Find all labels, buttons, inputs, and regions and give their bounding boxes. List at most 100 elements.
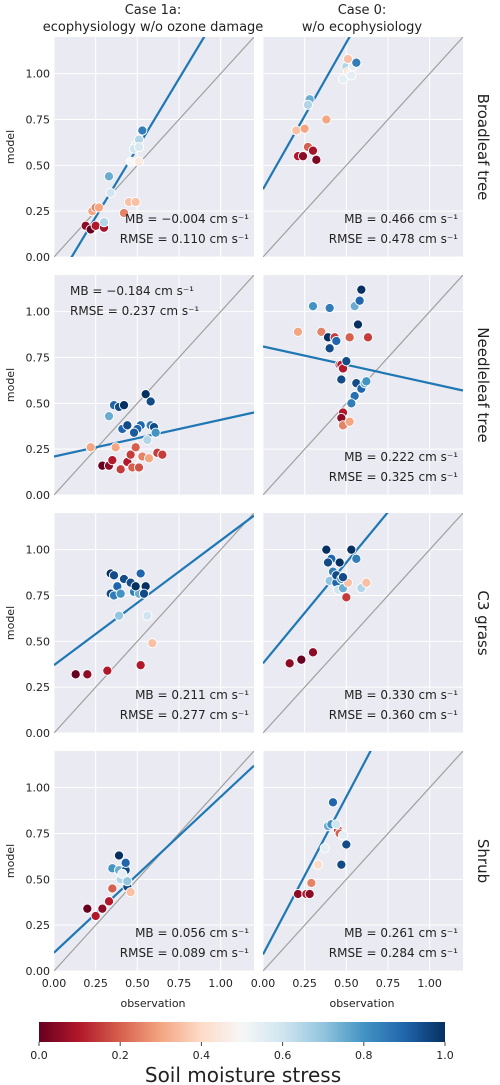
plot-area (54, 37, 254, 257)
y-tick-label: 0.25 (26, 443, 51, 456)
y-tick-label: 0.25 (26, 205, 51, 218)
data-point (125, 156, 136, 167)
y-tick-label: 0.00 (26, 489, 51, 502)
one-to-one-line (263, 513, 463, 733)
data-point (341, 839, 352, 850)
data-point (336, 859, 347, 870)
plot-area (263, 513, 463, 733)
data-point (342, 53, 354, 65)
data-point (312, 859, 324, 870)
data-point (130, 442, 141, 453)
data-point (142, 434, 153, 446)
data-point (361, 577, 372, 588)
col-title-1-line-2: w/o ecophysiology (302, 20, 423, 35)
stats-annotation: RMSE = 0.284 cm s⁻¹ (329, 946, 458, 960)
x-tick-label: 0.00 (251, 977, 276, 990)
data-point (292, 888, 304, 900)
data-point (292, 326, 304, 337)
data-point (147, 638, 158, 649)
row-label: Broadleaf tree (474, 94, 492, 201)
stats-annotation: MB = 0.466 cm s⁻¹ (344, 212, 458, 226)
data-point (322, 557, 334, 568)
x-tick-label: 1.00 (417, 977, 442, 990)
col-title-1-line-1: Case 0: (338, 3, 387, 18)
plot-area (54, 513, 254, 733)
x-axis-label-left: observation (120, 997, 185, 1010)
data-point (143, 453, 155, 464)
data-point (344, 332, 355, 343)
regression-line (54, 514, 254, 667)
data-point (115, 464, 126, 475)
data-point (336, 374, 347, 385)
y-tick-label: 0.50 (26, 159, 51, 172)
stats-annotation: RMSE = 0.237 cm s⁻¹ (70, 304, 199, 318)
y-tick-label: 0.00 (26, 965, 51, 978)
y-tick-label: 0.00 (26, 727, 51, 740)
one-to-one-line (54, 275, 254, 495)
stats-annotation: MB = 0.330 cm s⁻¹ (344, 688, 458, 702)
regression-line (54, 764, 254, 954)
data-point (354, 295, 365, 306)
data-point (130, 581, 141, 592)
data-point (82, 669, 93, 680)
data-point (133, 141, 145, 153)
row-label: Needleleaf tree (474, 327, 492, 442)
stats-annotation: RMSE = 0.110 cm s⁻¹ (120, 232, 249, 246)
data-point (321, 544, 332, 555)
panels-container: 0.00 0.25 0.50 0.75 1.00 model MB = −0.004 cm … (4, 37, 492, 990)
colorbar-ticks: 0.0 0.2 0.4 0.6 0.8 1.0 (30, 1042, 454, 1062)
colorbar-tick-label: 0.6 (274, 1049, 292, 1062)
row-label: C3 grass (474, 590, 492, 655)
stats-annotation: MB = 0.222 cm s⁻¹ (344, 450, 458, 464)
data-point (296, 654, 307, 665)
regression-line (263, 513, 389, 665)
data-point (107, 883, 118, 894)
y-tick-label: 0.50 (26, 397, 51, 410)
data-point (133, 462, 145, 473)
data-point (140, 389, 151, 400)
panel-r2-c1: C3 grass MB = 0.330 cm s⁻¹ RMSE = 0.360 cm… (262, 513, 492, 734)
data-point (321, 114, 332, 125)
panel-r3-c0: 0.00 0.25 0.50 0.75 1.00 model 0.00 0.25 0.50 0.7… (4, 751, 254, 990)
panel-r0-c1: Broadleaf tree MB = 0.466 cm s⁻¹ RMSE = 0.… (262, 37, 492, 258)
stats-annotation: MB = 0.261 cm s⁻¹ (344, 926, 458, 940)
data-point (319, 843, 330, 854)
y-tick-label: 0.25 (26, 919, 51, 932)
x-tick-label: 0.50 (334, 977, 359, 990)
plot-area (54, 751, 254, 971)
data-point (125, 887, 136, 898)
data-point (135, 568, 146, 579)
plot-area (263, 37, 463, 257)
panel-r1-c1: Needleleaf tree MB = 0.222 cm s⁻¹ RMSE = 0… (262, 275, 492, 496)
one-to-one-line (263, 37, 463, 257)
data-point (110, 442, 121, 453)
data-point (284, 658, 295, 669)
x-axis-label-right: observation (329, 997, 394, 1010)
stats-annotation: MB = 0.056 cm s⁻¹ (135, 926, 249, 940)
plot-area (263, 751, 463, 971)
data-point (102, 665, 113, 676)
data-point (316, 326, 327, 337)
colorbar-bar (39, 1022, 445, 1042)
data-point (337, 572, 349, 583)
data-point (341, 592, 352, 603)
x-tick-label: 0.25 (83, 977, 108, 990)
x-tick-label: 1.00 (208, 977, 233, 990)
data-point (122, 420, 133, 431)
data-point (361, 376, 372, 387)
x-tick-label: 0.25 (292, 977, 317, 990)
y-tick-label: 0.75 (26, 590, 51, 603)
regression-line (263, 345, 463, 392)
data-point (334, 557, 345, 568)
data-point (113, 610, 125, 621)
y-tick-label: 0.75 (26, 114, 51, 127)
panel-r2-c0: 0.00 0.25 0.50 0.75 1.00 model MB = 0.211 cm s… (4, 513, 254, 740)
colorbar-tick-label: 0.4 (193, 1049, 211, 1062)
y-tick-label: 0.50 (26, 873, 51, 886)
data-point (299, 123, 310, 134)
plot-area (263, 275, 463, 495)
one-to-one-line (263, 751, 463, 971)
data-point (117, 868, 128, 879)
data-point (113, 850, 125, 861)
